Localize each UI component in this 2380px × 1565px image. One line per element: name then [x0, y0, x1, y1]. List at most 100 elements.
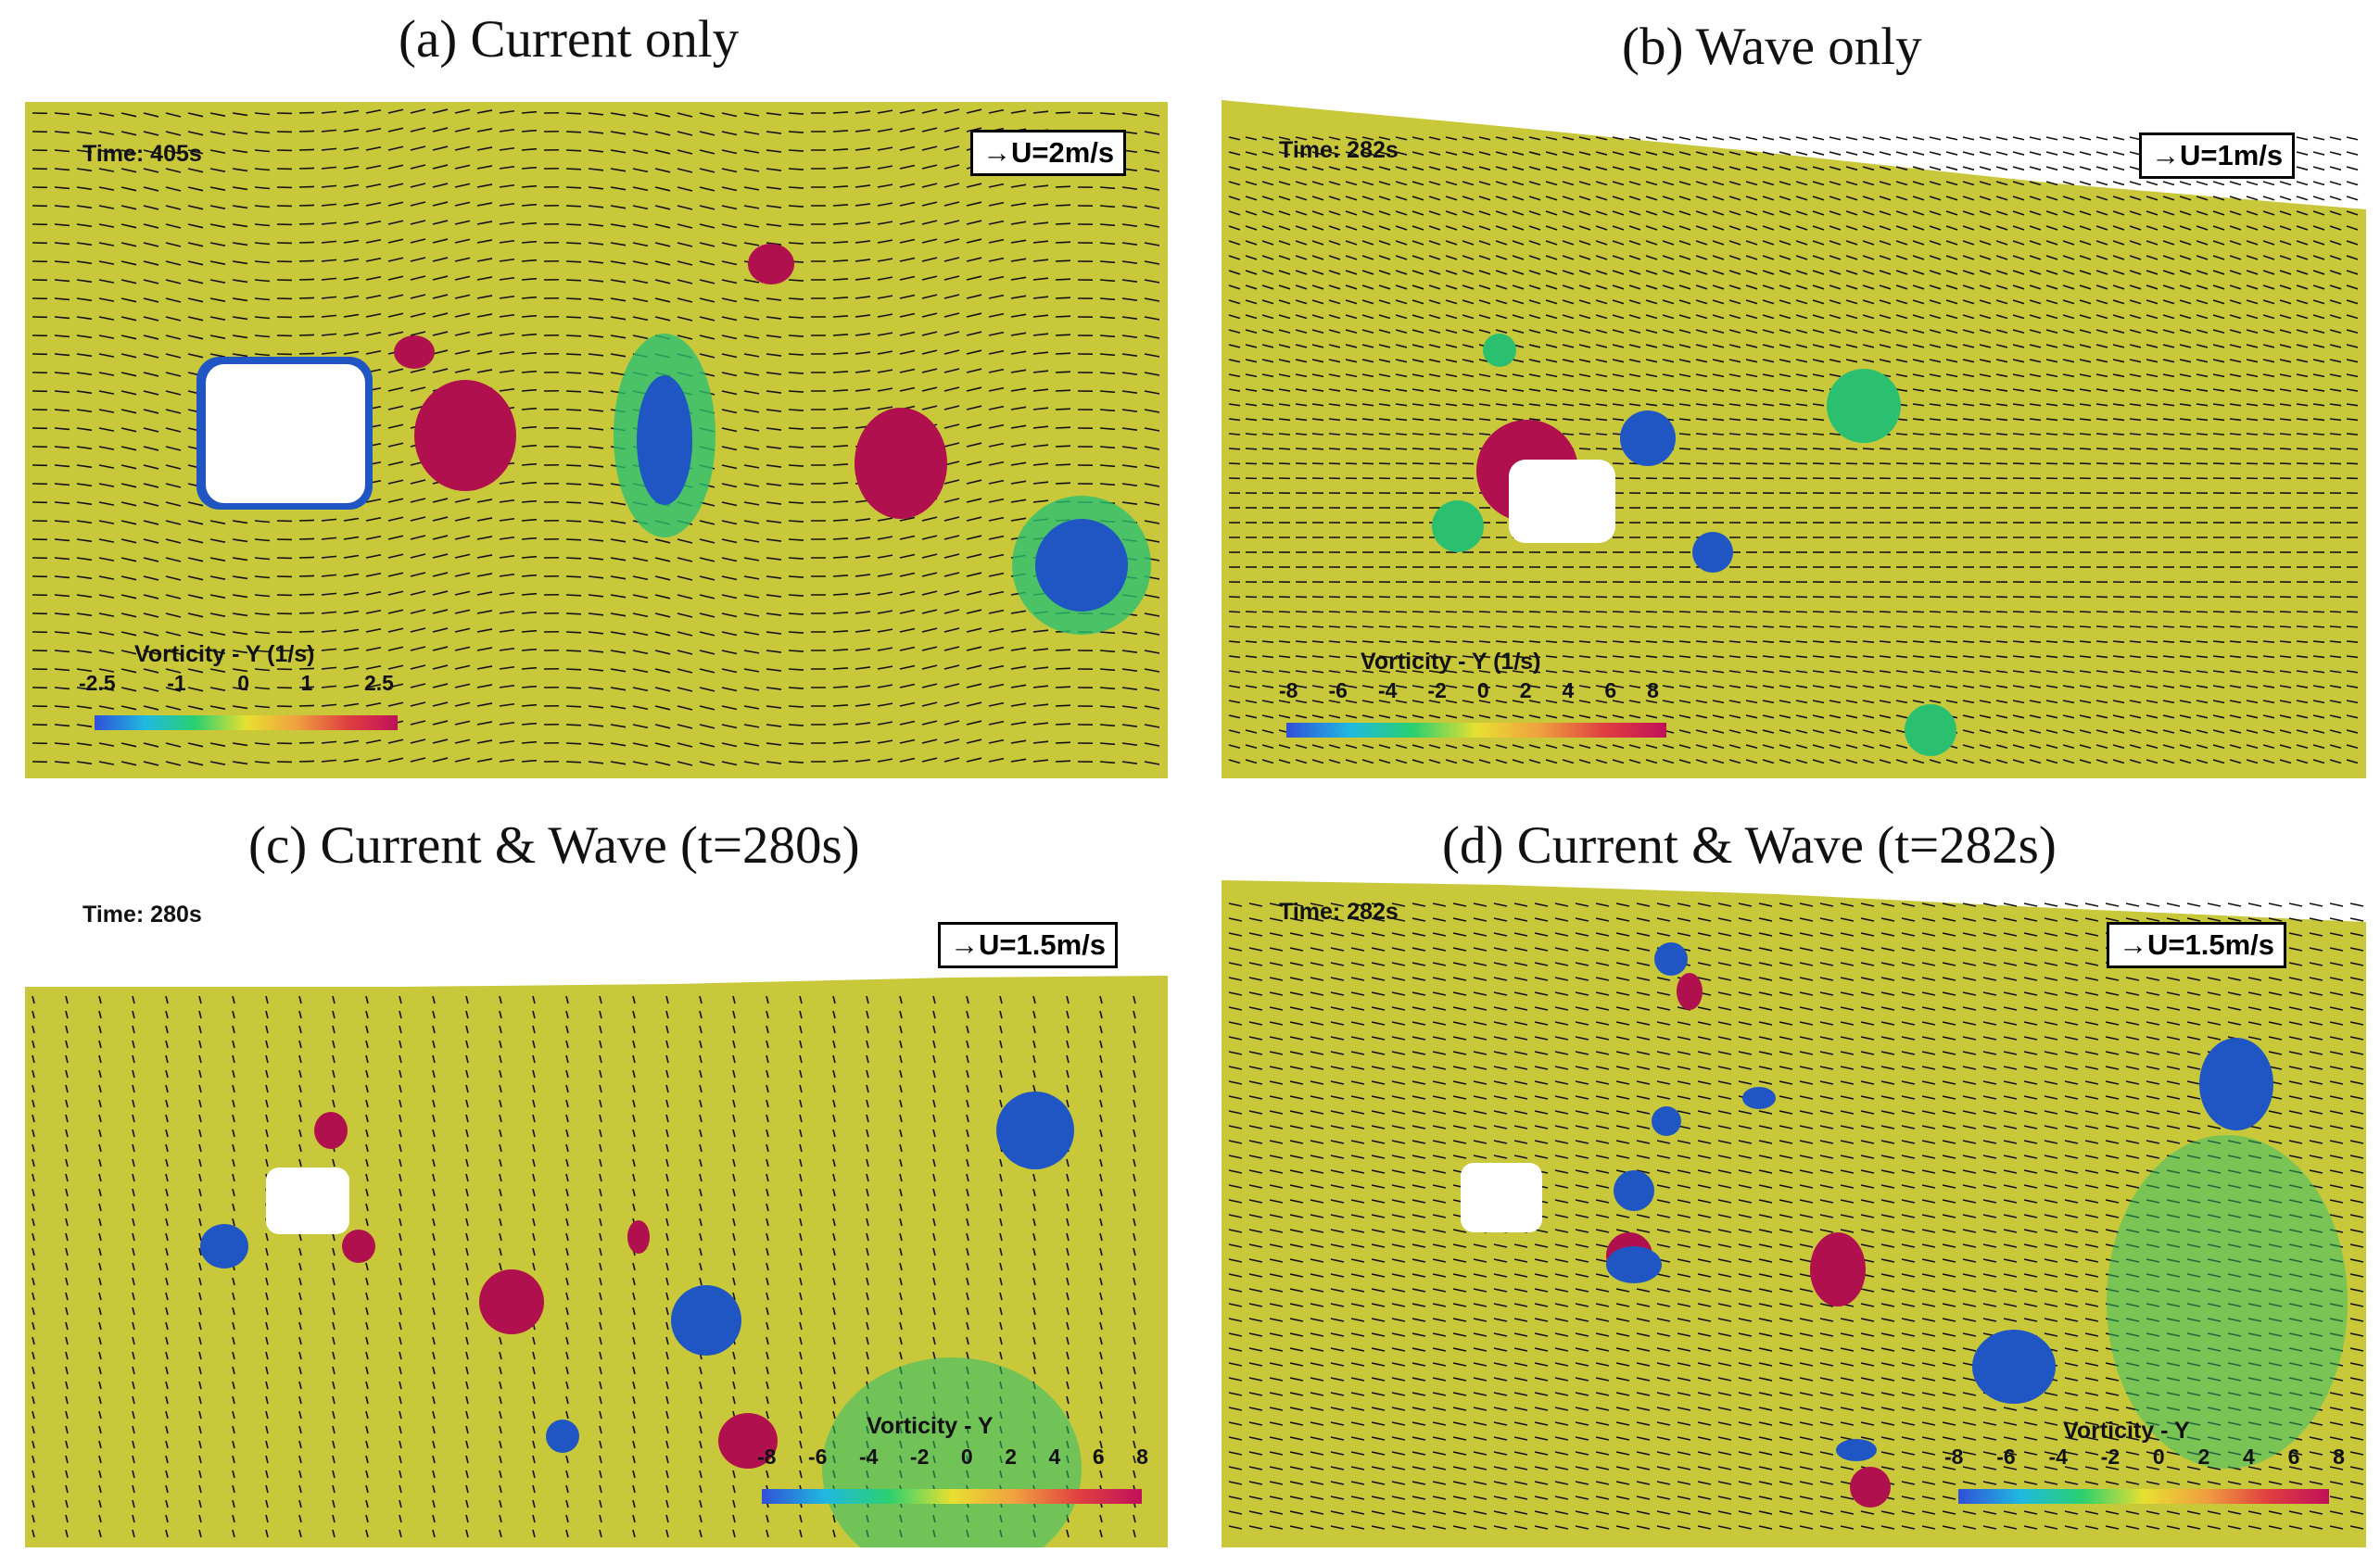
velocity-arrow — [999, 1040, 1003, 1049]
velocity-arrow — [588, 446, 604, 449]
velocity-arrow — [988, 701, 1005, 707]
velocity-arrow — [1261, 625, 1274, 628]
velocity-arrow — [1528, 166, 1541, 171]
velocity-arrow — [1055, 686, 1071, 688]
velocity-arrow — [521, 425, 538, 429]
tick: -8 — [1279, 678, 1298, 702]
velocity-arrow — [1712, 729, 1725, 734]
velocity-arrow — [1528, 344, 1541, 348]
velocity-arrow — [1010, 295, 1027, 299]
velocity-arrow — [677, 538, 693, 544]
velocity-arrow — [2246, 729, 2259, 734]
velocity-arrow — [2062, 625, 2075, 628]
velocity-arrow — [565, 483, 582, 486]
velocity-arrow — [98, 705, 115, 710]
velocity-arrow — [943, 183, 960, 188]
velocity-arrow — [565, 353, 582, 356]
velocity-arrow — [1762, 744, 1775, 750]
velocity-arrow — [588, 612, 604, 616]
velocity-arrow — [1979, 196, 1992, 201]
velocity-arrow — [76, 538, 93, 543]
velocity-arrow — [187, 297, 204, 303]
velocity-arrow — [2129, 270, 2142, 275]
velocity-arrow — [565, 724, 582, 726]
velocity-arrow — [2246, 373, 2259, 378]
velocity-arrow — [232, 631, 248, 636]
velocity-arrow — [1762, 314, 1775, 320]
velocity-arrow — [1945, 299, 1958, 305]
velocity-arrow — [2146, 744, 2158, 750]
velocity-arrow — [1245, 700, 1258, 704]
velocity-arrow — [2079, 655, 2092, 659]
velocity-arrow — [2246, 714, 2259, 719]
velocity-arrow — [410, 201, 426, 207]
velocity-arrow — [499, 258, 515, 262]
velocity-arrow — [565, 520, 582, 523]
velocity-arrow — [1695, 462, 1708, 465]
velocity-arrow — [2262, 359, 2275, 363]
velocity-arrow — [988, 405, 1005, 410]
velocity-arrow — [1295, 240, 1308, 246]
velocity-arrow — [1428, 640, 1441, 643]
velocity-arrow — [699, 612, 715, 618]
velocity-arrow — [1728, 225, 1741, 231]
velocity-arrow — [1862, 136, 1875, 141]
velocity-arrow — [2246, 181, 2259, 186]
velocity-arrow — [1662, 166, 1675, 171]
velocity-arrow — [499, 684, 515, 688]
velocity-arrow — [1245, 225, 1258, 231]
velocity-arrow — [209, 353, 226, 358]
velocity-arrow — [1545, 151, 1558, 156]
velocity-arrow — [1962, 418, 1975, 422]
velocity-arrow — [209, 742, 226, 747]
velocity-arrow — [1979, 625, 1992, 628]
velocity-arrow — [1662, 240, 1675, 246]
velocity-arrow — [521, 203, 538, 207]
velocity-arrow — [2179, 373, 2192, 378]
velocity-arrow — [2279, 270, 2292, 275]
velocity-arrow — [1779, 225, 1791, 231]
velocity-arrow — [1144, 334, 1160, 339]
velocity-arrow — [1295, 181, 1308, 186]
velocity-arrow — [1662, 759, 1675, 764]
velocity-arrow — [1578, 255, 1591, 260]
velocity-arrow — [1962, 759, 1975, 764]
velocity-arrow — [1412, 403, 1424, 407]
velocity-arrow — [1278, 388, 1291, 392]
velocity-arrow — [2062, 181, 2075, 186]
velocity-arrow — [588, 501, 604, 505]
velocity-arrow — [521, 740, 538, 744]
velocity-arrow — [454, 220, 471, 225]
velocity-arrow — [899, 1025, 903, 1034]
velocity-arrow — [699, 687, 715, 692]
velocity-arrow — [699, 1069, 703, 1079]
velocity-arrow — [1121, 316, 1138, 321]
velocity-arrow — [1478, 181, 1491, 186]
velocity-arrow — [298, 1069, 302, 1079]
velocity-arrow — [1745, 714, 1758, 719]
velocity-arrow — [54, 297, 70, 301]
velocity-arrow — [743, 575, 760, 580]
velocity-arrow — [766, 631, 782, 635]
velocity-arrow — [966, 368, 982, 373]
velocity-arrow — [565, 650, 582, 652]
velocity-arrow — [387, 238, 404, 244]
velocity-arrow — [1462, 225, 1475, 231]
velocity-arrow — [632, 131, 649, 136]
velocity-arrow — [2329, 700, 2342, 704]
velocity-arrow — [632, 631, 649, 637]
velocity-arrow — [1428, 359, 1441, 363]
velocity-arrow — [2229, 240, 2242, 246]
velocity-arrow — [1845, 344, 1858, 348]
velocity-arrow — [699, 1040, 703, 1049]
velocity-arrow — [265, 1010, 269, 1019]
velocity-arrow — [699, 334, 715, 340]
velocity-arrow — [721, 668, 738, 674]
velocity-arrow — [1495, 136, 1508, 141]
velocity-arrow — [1578, 714, 1591, 719]
velocity-arrow — [1562, 196, 1575, 201]
velocity-arrow — [866, 1025, 869, 1034]
velocity-arrow — [2262, 462, 2275, 465]
velocity-arrow — [2329, 433, 2342, 435]
velocity-arrow — [454, 516, 471, 522]
